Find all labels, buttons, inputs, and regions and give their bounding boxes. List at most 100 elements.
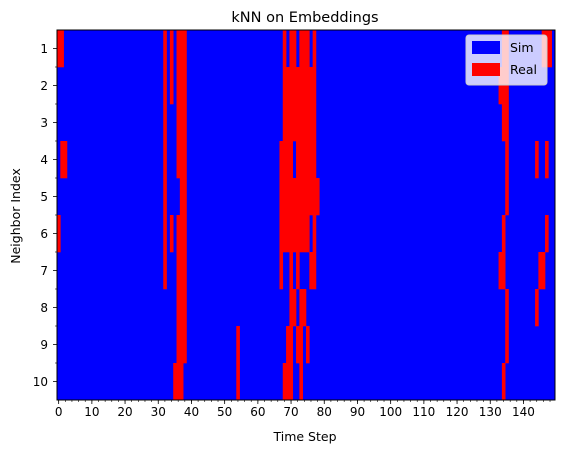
heatmap-cell-real-n1-t68 [282,30,287,68]
y-axis-label: Neighbor Index [8,168,23,263]
chart-title: kNN on Embeddings [231,10,378,26]
heatmap-cell-real-n4-t36 [176,141,187,179]
heatmap-cell-real-n5-t37 [179,178,187,216]
heatmap-cell-real-n2-t133 [498,67,509,105]
heatmap-cell-real-n6-t77 [312,215,317,253]
heatmap-cell-real-n7-t70 [289,252,294,290]
heatmap-cell-real-n6-t147 [545,215,549,253]
heatmap-cell-real-n9-t135 [505,326,509,364]
y-tick-label-4: 4 [40,153,48,167]
heatmap-cell-real-n1-t70 [289,30,294,68]
x-tick-label-0: 0 [55,405,63,419]
heatmap-cell-real-n9-t72 [296,326,303,364]
heatmap-cell-real-n3-t36 [176,104,187,142]
y-tick-label-2: 2 [40,79,48,93]
x-tick-label-40: 40 [184,405,199,419]
heatmap-cell-real-n10-t134 [501,363,506,401]
heatmap-cell-real-n8-t135 [505,289,509,327]
heatmap-cell-real-n8-t70 [289,289,294,327]
y-tick-label-5: 5 [40,190,48,204]
heatmap-cell-real-n7-t67 [279,252,284,290]
heatmap-cell-real-n9-t75 [306,326,310,364]
legend-swatch-sim [472,41,500,54]
x-tick-label-20: 20 [117,405,132,419]
x-tick-label-80: 80 [317,405,332,419]
heatmap-cell-real-n7-t32 [163,252,167,290]
heatmap-cell-real-n7-t36 [176,252,187,290]
heatmap-cell-real-n4-t144 [535,141,539,179]
y-tick-label-3: 3 [40,116,48,130]
heatmap-cell-real-n6-t32 [163,215,167,253]
heatmap-cell-real-n8-t36 [176,289,187,327]
heatmap-cell-real-n6-t36 [176,215,187,253]
x-axis: 0 10 20 30 40 50 60 70 80 90 100 110 120 130 140 [55,400,551,419]
x-tick-label-130: 130 [479,405,502,419]
heatmap-cell-real-n6-t67 [279,215,310,253]
heatmap-cell-real-n1-t0 [57,30,64,68]
heatmap-cell-real-n2-t34 [169,67,174,105]
x-tick-label-10: 10 [84,405,99,419]
heatmap-cell-real-n10-t35 [173,363,184,401]
heatmap-cell-real-n1-t73 [299,30,310,68]
heatmap-cell-real-n7-t145 [538,252,546,290]
heatmap-cell-real-n3-t32 [163,104,167,142]
y-axis: 1 2 3 4 5 6 7 8 9 10 [33,42,57,389]
plot-area [57,30,555,401]
y-tick-label-7: 7 [40,264,48,278]
plot-frame [56,29,556,401]
heatmap-cell-real-n8-t71 [292,289,297,327]
legend-label-real: Real [510,62,537,77]
x-axis-label: Time Step [272,429,336,444]
heatmap-cell-real-n1-t77 [312,30,317,68]
heatmap-cell-real-n3-t71 [292,104,317,142]
x-tick-label-110: 110 [412,405,435,419]
heatmap-cell-real-n9-t69 [286,326,294,364]
heatmap-cell-real-n2-t36 [176,67,187,105]
heatmap-cell-real-n1-t36 [176,30,187,68]
heatmap-cell-real-n2-t68 [282,67,317,105]
heatmap-cell-real-n4-t135 [505,141,509,179]
y-tick-label-10: 10 [33,375,48,389]
heatmap-cell-real-n7-t76 [309,252,317,290]
heatmap-cell-real-n6-t0 [57,215,61,253]
x-tick-label-50: 50 [217,405,232,419]
heatmap-cell-real-n3-t68 [282,104,294,142]
heatmap-cell-real-n8-t73 [299,289,307,327]
heatmap-cell-real-n3-t134 [501,104,509,142]
heatmap-cell-real-n6-t34 [169,215,174,253]
heatmap-cell-real-n7-t72 [296,252,300,290]
heatmap-cell-real-n9-t54 [236,326,240,364]
heatmap-cell-real-n10-t73 [299,363,303,401]
y-tick-label-9: 9 [40,338,48,352]
heatmap-cell-real-n4-t1 [60,141,68,179]
heatmap-cell-real-n4-t147 [545,141,549,179]
x-tick-label-140: 140 [512,405,535,419]
heatmap-cell-real-n5-t135 [505,178,509,216]
x-tick-label-120: 120 [446,405,469,419]
heatmap-cell-real-n4-t72 [296,141,317,179]
legend: Sim Real [465,34,548,86]
x-tick-label-90: 90 [350,405,365,419]
heatmap-cell-real-n4-t67 [279,141,294,179]
x-tick-label-70: 70 [283,405,298,419]
y-tick-label-6: 6 [40,227,48,241]
y-tick-label-8: 8 [40,301,48,315]
heatmap-cell-real-n10-t68 [282,363,294,401]
heatmap-cell-real-n1-t71 [292,30,297,68]
y-tick-label-1: 1 [40,42,48,56]
x-tick-label-30: 30 [151,405,166,419]
heatmap-cell-real-n10-t54 [236,363,240,401]
heatmap-cell-real-n5-t67 [279,178,320,216]
heatmap-cell-real-n8-t144 [535,289,539,327]
heatmap-cell-real-n5-t32 [163,178,167,216]
x-tick-label-60: 60 [250,405,265,419]
heatmap-cell-real-n1-t34 [169,30,174,68]
heatmap-cell-real-n1-t32 [163,30,167,68]
heatmap-cell-real-n6-t134 [501,215,506,253]
heatmap-cell-real-n7-t133 [498,252,506,290]
heatmap-cell-real-n4-t32 [163,141,167,179]
x-tick-label-100: 100 [379,405,402,419]
legend-swatch-real [472,63,500,76]
heatmap-cell-real-n9-t36 [176,326,187,364]
